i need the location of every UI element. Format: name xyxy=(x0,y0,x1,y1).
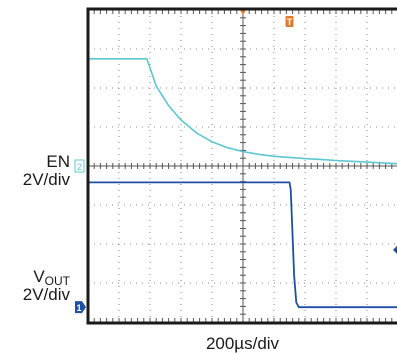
en-name: EN xyxy=(46,152,70,171)
trigger-marker-box xyxy=(285,16,294,27)
vout-name-sub: OUT xyxy=(44,274,70,288)
vout-label: VOUT 2V/div xyxy=(0,268,70,304)
en-label: EN 2V/div xyxy=(20,153,70,189)
channel-marker-vout-text: 1 xyxy=(76,303,81,313)
channel-marker-vout-box xyxy=(75,301,86,314)
trigger-position-arrow xyxy=(240,10,246,15)
right-level-marker xyxy=(393,245,397,254)
en-scale: 2V/div xyxy=(22,170,70,189)
trigger-marker-text: T xyxy=(287,17,293,27)
markers: T 2 1 xyxy=(74,10,397,314)
trace-en xyxy=(88,58,397,165)
channel-marker-en-box xyxy=(74,159,85,173)
x-scale-label: 200µs/div xyxy=(205,334,280,353)
vout-name: VOUT xyxy=(0,267,70,288)
vout-name-main: V xyxy=(33,267,45,286)
grid xyxy=(87,9,397,323)
vout-scale: 2V/div xyxy=(22,285,70,304)
traces xyxy=(88,58,397,309)
trace-vout xyxy=(88,181,397,309)
plot-frame xyxy=(86,7,397,325)
channel-marker-en-text: 2 xyxy=(77,162,82,172)
